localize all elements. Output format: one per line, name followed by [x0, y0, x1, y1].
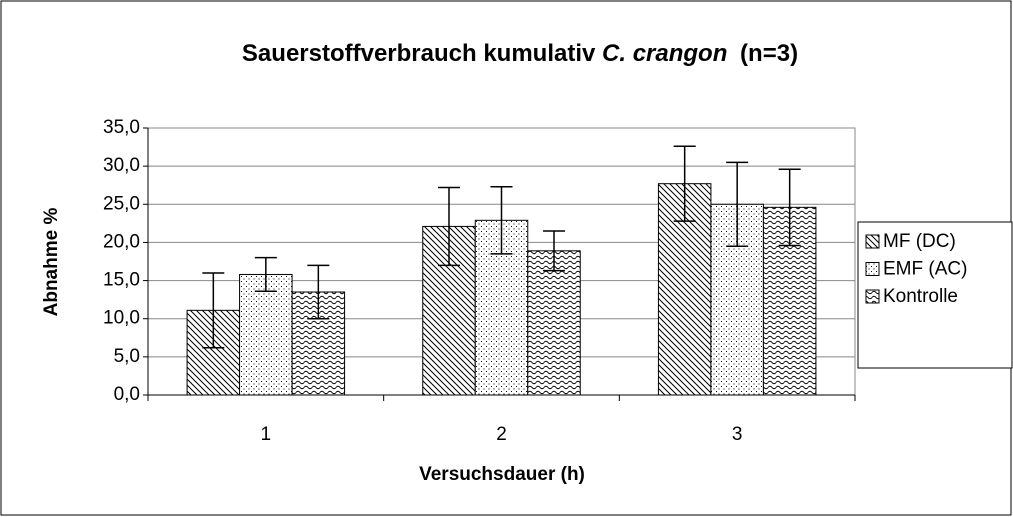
bar — [239, 273, 293, 396]
error-bar — [307, 264, 330, 320]
legend — [857, 221, 1013, 369]
error-bar — [778, 168, 801, 247]
error-bar — [254, 256, 277, 293]
error-bar — [202, 272, 225, 349]
legend-label: EMF (AC) — [883, 259, 967, 280]
x-axis-label: Versuchsdauer (h) — [419, 464, 585, 485]
error-bar — [438, 186, 460, 267]
error-bar — [673, 145, 696, 222]
y-tick-label: 25,0 — [103, 193, 140, 214]
chart-title: Sauerstoffverbrauch kumulativ C. crangon… — [242, 40, 798, 67]
error-bar — [490, 185, 513, 255]
x-tick-label: 3 — [732, 424, 743, 445]
y-tick-label: 0,0 — [114, 384, 140, 405]
y-tick-label: 15,0 — [103, 270, 140, 291]
error-bar — [543, 230, 565, 272]
x-tick-label: 2 — [496, 424, 507, 445]
legend-swatch — [865, 234, 880, 249]
legend-swatch — [865, 262, 880, 276]
error-bar — [726, 161, 749, 247]
legend-swatch — [865, 289, 880, 304]
bar — [527, 250, 581, 396]
y-tick-label: 10,0 — [103, 308, 140, 329]
legend-label: Kontrolle — [883, 286, 958, 307]
y-tick-label: 30,0 — [103, 155, 140, 176]
y-tick-label: 35,0 — [103, 117, 140, 138]
legend-label: MF (DC) — [883, 231, 956, 252]
x-tick-label: 1 — [261, 424, 272, 445]
y-tick-label: 5,0 — [114, 346, 140, 367]
y-axis-label: Abnahme % — [41, 208, 62, 317]
y-tick-label: 20,0 — [103, 231, 140, 252]
